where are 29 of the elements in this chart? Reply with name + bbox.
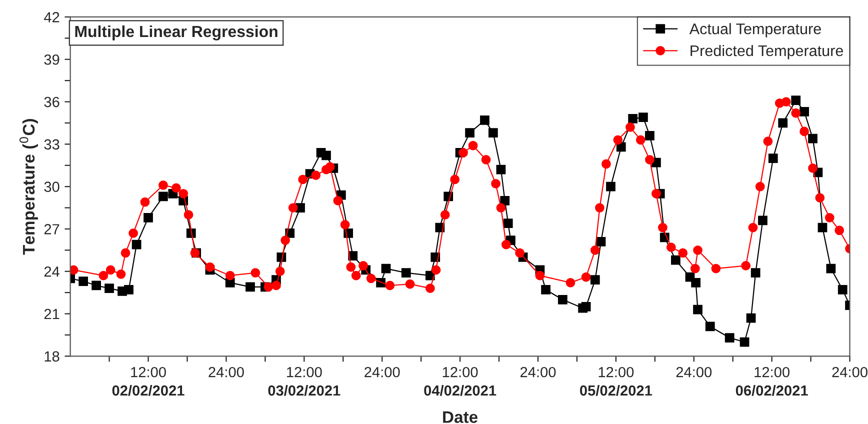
x-tick-label: 24:00 — [832, 366, 868, 378]
x-tick-label: 24:00 — [676, 366, 712, 378]
x-tick-label: 12:00 — [442, 366, 478, 378]
x-tick-label: 12:00 — [598, 366, 634, 378]
y-axis-title: Temperature ($^{0}$C) — [19, 119, 38, 255]
text: 03/02/2021 — [268, 384, 340, 396]
y-tick-label: 36 — [44, 96, 60, 108]
x-tick-label: 12:00 — [287, 366, 322, 378]
y-tick-label: 18 — [44, 351, 60, 362]
y-tick-label: 39 — [44, 54, 60, 65]
text: 06/02/2021 — [736, 384, 808, 396]
y-tick-label: 24 — [44, 266, 60, 277]
y-tick-label: 42 — [44, 12, 60, 22]
x-tick-label: 24:00 — [520, 366, 556, 378]
legend-label: Actual Temperature — [689, 23, 821, 38]
x-tick-label: 24:00 — [364, 366, 400, 378]
x-tick-label: 12:00 — [754, 366, 790, 378]
legend-label: Predicted Temperature — [690, 44, 843, 60]
y-tick-label: 21 — [44, 308, 60, 320]
x-tick-label: 12:00 — [131, 366, 166, 378]
chart-title: Multiple Linear Regression — [75, 25, 278, 40]
x-tick-label: 24:00 — [208, 366, 244, 378]
text: 02/02/2021 — [112, 384, 184, 396]
y-tick-label: 33 — [44, 139, 60, 150]
x-axis-title: Date — [443, 411, 478, 423]
text: 04/02/2021 — [424, 384, 496, 396]
text: 05/02/2021 — [580, 384, 652, 396]
y-tick-label: 27 — [44, 224, 60, 234]
y-tick-label: 30 — [44, 182, 60, 192]
